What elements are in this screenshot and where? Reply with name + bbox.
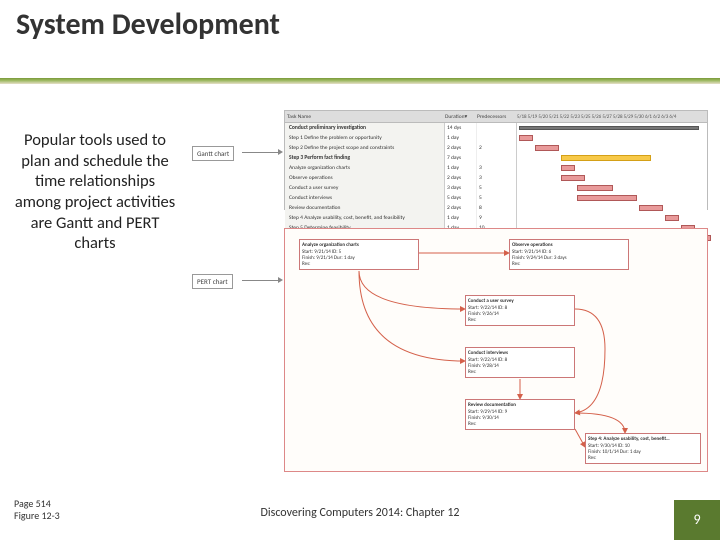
gantt-bar-area [517,213,707,223]
gantt-bar-area [517,133,707,143]
pert-node: Observe operationsStart: 9/21/14 ID: 6Fi… [509,239,629,270]
gantt-bar-area [517,173,707,183]
gantt-row: Step 2 Define the project scope and cons… [285,143,707,153]
gantt-task: Step 2 Define the project scope and cons… [285,143,445,153]
gantt-bar-area [517,183,707,193]
gantt-duration: 2 days [445,203,477,213]
gantt-task: Step 1 Define the problem or opportunity [285,133,445,143]
gantt-duration: 1 day [445,163,477,173]
arrow-head-icon [278,277,283,283]
gantt-duration: 5 days [445,193,477,203]
gantt-bar-area [517,123,707,133]
arrow-line [242,152,280,153]
gantt-rows: Conduct preliminary investigation14 dysS… [285,123,707,243]
gantt-duration: 7 days [445,153,477,163]
gantt-pred: 2 [477,143,517,153]
gantt-pred: 3 [477,173,517,183]
gantt-bar-area [517,153,707,163]
gantt-row: Review documentation2 days8 [285,203,707,213]
gantt-task: Conduct interviews [285,193,445,203]
gantt-row: Conduct preliminary investigation14 dys [285,123,707,133]
gantt-pred: 3 [477,163,517,173]
gantt-bar-area [517,193,707,203]
title-area: System Development [16,6,704,43]
gantt-pred: 5 [477,183,517,193]
gantt-row: Observe operations2 days3 [285,173,707,183]
gantt-chart: Task Name Duration▾ Predecessors 5/18 5/… [284,110,708,210]
gantt-pred: 8 [477,203,517,213]
gantt-col-pred: Predecessors [477,111,517,122]
gantt-task: Analyze organization charts [285,163,445,173]
gantt-duration: 2 days [445,173,477,183]
gantt-row: Step 4 Analyze usability, cost, benefit,… [285,213,707,223]
gantt-task: Conduct preliminary investigation [285,123,445,133]
gantt-duration: 1 day [445,213,477,223]
gantt-bar [535,145,559,151]
gantt-task: Review documentation [285,203,445,213]
pert-chart: Analyze organization chartsStart: 9/21/1… [284,228,708,472]
title-divider [0,78,720,84]
gantt-pred [477,153,517,163]
gantt-header: Task Name Duration▾ Predecessors 5/18 5/… [285,111,707,123]
gantt-label: Gantt chart [192,146,234,161]
gantt-task: Observe operations [285,173,445,183]
gantt-task: Step 4 Analyze usability, cost, benefit,… [285,213,445,223]
gantt-bar [519,135,533,141]
gantt-row: Conduct interviews5 days5 [285,193,707,203]
gantt-bar-area [517,203,707,213]
gantt-bar-area [517,163,707,173]
gantt-task: Conduct a user survey [285,183,445,193]
gantt-col-dates: 5/18 5/19 5/20 5/21 5/22 5/23 5/25 5/26 … [517,111,707,122]
gantt-bar [561,155,651,161]
arrow-head-icon [278,149,283,155]
footer: Page 514 Figure 12-3 Discovering Compute… [0,486,720,540]
diagram-area: Gantt chart Task Name Duration▾ Predeces… [192,110,712,474]
pert-label: PERT chart [192,274,233,289]
gantt-duration: 3 days [445,183,477,193]
gantt-task: Step 3 Perform fact finding [285,153,445,163]
gantt-bar [577,185,613,191]
pert-node: Conduct a user surveyStart: 9/22/14 ID: … [465,295,575,326]
gantt-bar [561,165,575,171]
gantt-row: Conduct a user survey3 days5 [285,183,707,193]
gantt-bar [561,175,585,181]
gantt-row: Step 3 Perform fact finding7 days [285,153,707,163]
page-title: System Development [16,6,704,43]
body-text: Popular tools used to plan and schedule … [14,130,176,254]
gantt-pred: 5 [477,193,517,203]
pert-node: Review documentationStart: 9/29/14 ID: 9… [465,399,575,430]
gantt-row: Analyze organization charts1 day3 [285,163,707,173]
gantt-bar [577,195,637,201]
pert-node: Conduct interviewsStart: 9/22/14 ID: 8Fi… [465,347,575,378]
gantt-pred: 9 [477,213,517,223]
page-number: 9 [674,500,720,540]
gantt-bar-area [517,143,707,153]
gantt-duration: 1 day [445,133,477,143]
gantt-bar [639,205,663,211]
gantt-duration: 2 days [445,143,477,153]
gantt-pred [477,123,517,133]
gantt-bar [665,215,679,221]
gantt-row: Step 1 Define the problem or opportunity… [285,133,707,143]
gantt-col-task: Task Name [285,111,445,122]
gantt-col-duration: Duration▾ [445,111,477,122]
gantt-pred [477,133,517,143]
gantt-duration: 14 dys [445,123,477,133]
gantt-bar [519,126,699,130]
arrow-line [242,280,280,281]
footer-center-text: Discovering Computers 2014: Chapter 12 [0,506,720,520]
pert-node: Analyze organization chartsStart: 9/21/1… [299,239,419,270]
slide: System Development Popular tools used to… [0,0,720,540]
pert-node: Step 4: Analyze usability, cost, benefit… [585,433,701,464]
